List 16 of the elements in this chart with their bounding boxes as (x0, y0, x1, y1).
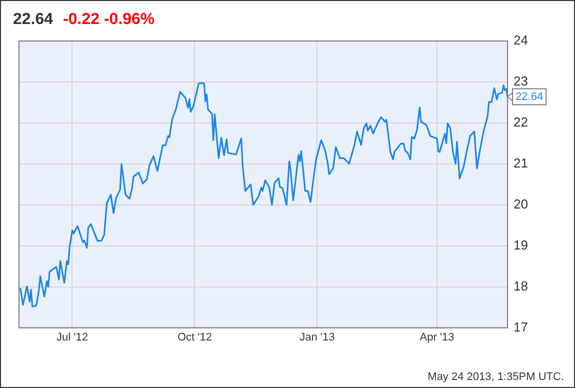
y-tick-label: 20 (514, 196, 528, 212)
y-tick-label: 18 (514, 278, 528, 294)
x-tick-label: Jul '12 (56, 331, 88, 344)
y-tick-label: 17 (514, 319, 528, 334)
x-tick-label: Apr '13 (420, 331, 454, 344)
y-tick-label: 19 (514, 237, 528, 252)
x-tick-label: Jan '13 (300, 331, 335, 344)
chart-title: 22.64 (13, 11, 54, 28)
annotation: 22.64 (516, 90, 544, 103)
text: May 24 2013, 1:35PM UTC. (428, 371, 564, 383)
x-tick-label: Oct '12 (177, 331, 212, 344)
y-tick-label: 22 (514, 114, 528, 130)
y-tick-label: 24 (514, 32, 528, 48)
y-tick-label: 21 (514, 155, 528, 170)
y-tick-label: 23 (514, 74, 528, 89)
chart-subtitle: -0.22 -0.96% (63, 11, 155, 28)
